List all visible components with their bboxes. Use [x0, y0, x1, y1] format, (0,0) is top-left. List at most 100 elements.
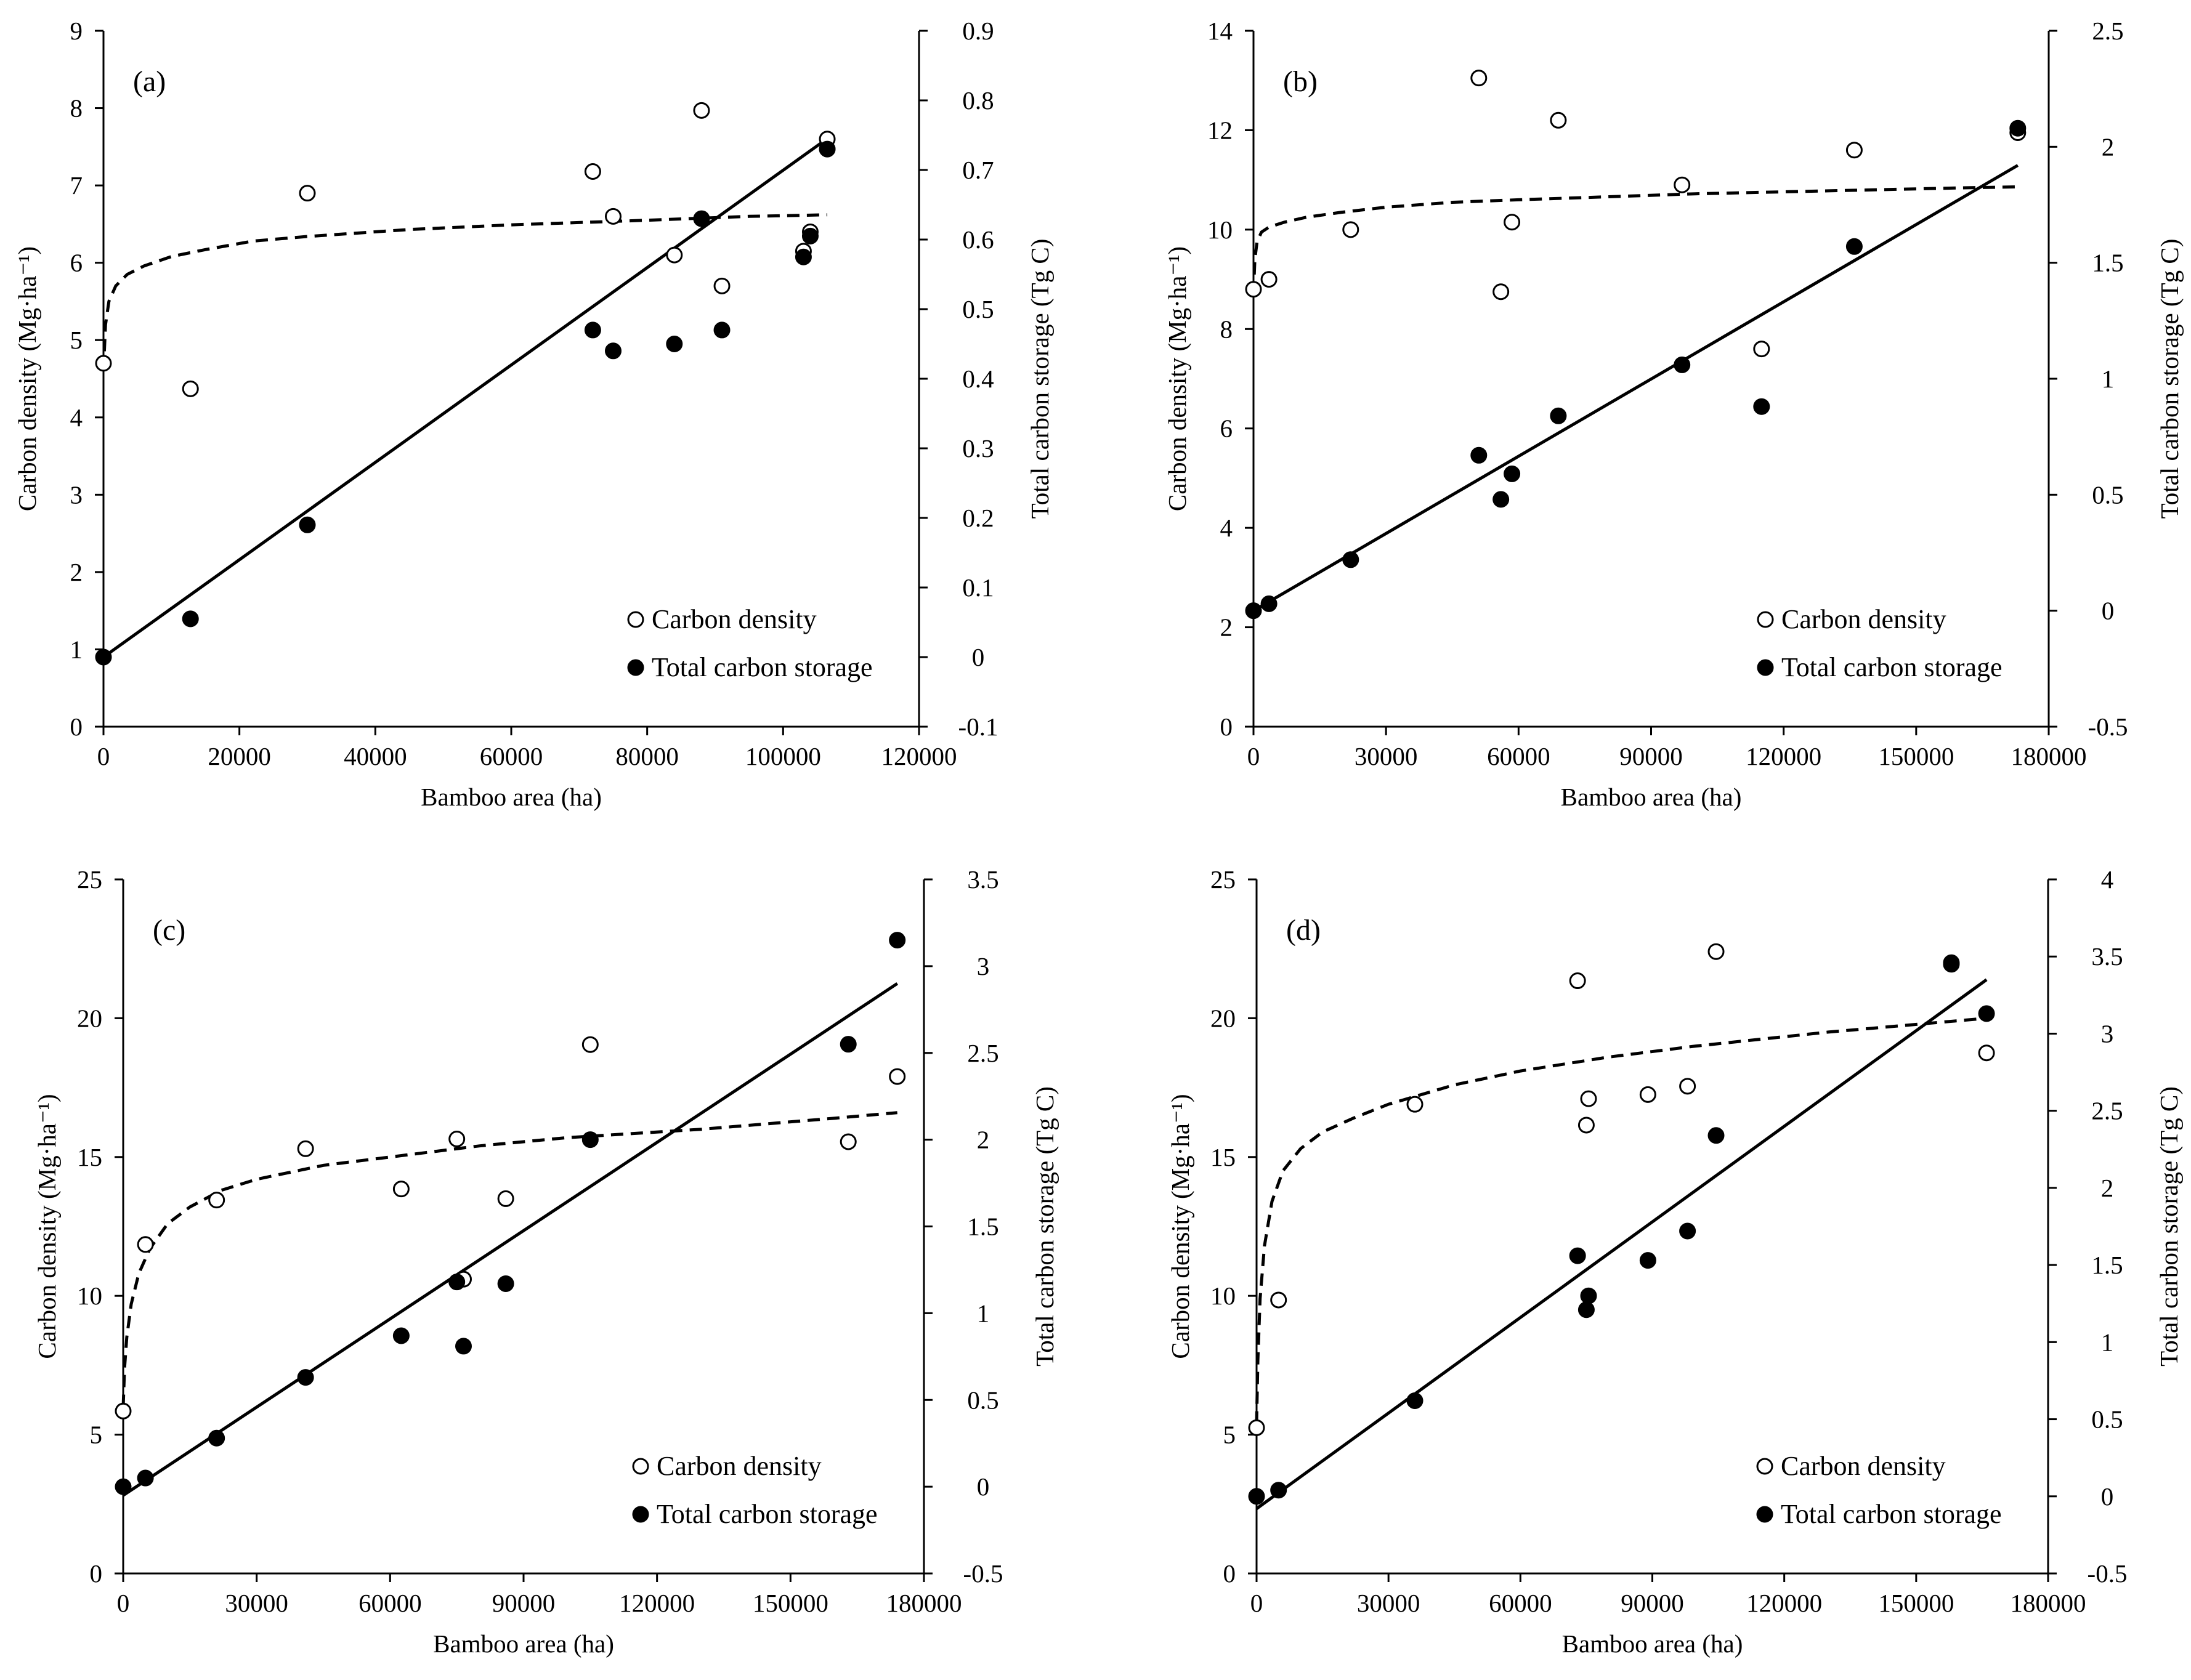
- x-tick-label: 180000: [886, 1589, 962, 1617]
- y2-tick-label: 1.5: [967, 1213, 998, 1241]
- carbon-density-point: [1707, 943, 1725, 960]
- legend-marker-carbon-density: [632, 1458, 649, 1475]
- y-tick-label: 12: [1207, 116, 1233, 144]
- total-storage-point: [1679, 1222, 1696, 1240]
- x-tick-label: 90000: [492, 1589, 556, 1617]
- y2-tick-label: 3.5: [967, 865, 998, 894]
- total-storage-point: [581, 1131, 599, 1149]
- x-tick-label: 100000: [745, 742, 821, 770]
- carbon-density-point: [1845, 142, 1863, 159]
- x-tick-label: 120000: [1746, 1589, 1822, 1617]
- total-storage-point: [1580, 1287, 1597, 1304]
- y2-tick-label: 0.1: [962, 573, 994, 602]
- panel-label: (b): [1283, 65, 1318, 98]
- y2-tick-label: 0.8: [962, 86, 994, 115]
- total-storage-trend-line: [122, 982, 899, 1497]
- x-tick-label: 120000: [881, 742, 957, 770]
- carbon-density-point: [1270, 1291, 1287, 1309]
- y2-tick-label: 3: [2101, 1019, 2114, 1048]
- x-tick-label: 30000: [1355, 742, 1418, 770]
- y2-axis-title: Total carbon storage (Tg C): [1031, 1086, 1059, 1367]
- carbon-density-point: [1492, 283, 1510, 301]
- legend-label-carbon-density: Carbon density: [652, 604, 817, 634]
- x-axis-title: Bamboo area (ha): [1562, 1630, 1743, 1658]
- carbon-density-trend-line: [102, 213, 828, 371]
- total-storage-point: [713, 321, 731, 339]
- legend-marker-total-storage: [632, 1506, 649, 1523]
- legend-marker-total-storage: [627, 659, 644, 676]
- carbon-density-point: [1248, 1419, 1265, 1436]
- total-storage-point: [1406, 1392, 1424, 1410]
- carbon-density-trend-line: [121, 1111, 897, 1407]
- y2-tick-label: 2: [977, 1126, 990, 1154]
- legend-marker-total-storage: [1757, 659, 1774, 676]
- total-storage-point: [1943, 956, 1960, 973]
- y2-tick-label: 2.5: [2091, 1097, 2123, 1125]
- total-storage-point: [1845, 238, 1863, 255]
- y2-tick-label: 2: [2101, 1174, 2114, 1202]
- total-storage-point: [1470, 446, 1488, 464]
- y-axis-title: Carbon density (Mg·ha⁻¹): [1166, 1094, 1194, 1359]
- legend-label-carbon-density: Carbon density: [1781, 1451, 1946, 1481]
- total-storage-point: [497, 1275, 514, 1292]
- y-tick-label: 20: [77, 1004, 102, 1032]
- total-storage-point: [1569, 1247, 1586, 1264]
- y2-tick-label: 0: [2102, 597, 2115, 625]
- y2-tick-label: 0: [972, 643, 985, 671]
- total-storage-point: [693, 210, 710, 227]
- total-storage-point: [819, 140, 836, 158]
- x-tick-label: 60000: [358, 1589, 422, 1617]
- total-storage-point: [1504, 465, 1521, 482]
- carbon-density-point: [581, 1036, 599, 1053]
- y2-tick-label: 0.2: [962, 504, 994, 532]
- carbon-density-point: [448, 1130, 466, 1147]
- y2-tick-label: 1: [2101, 1328, 2114, 1356]
- total-storage-point: [889, 932, 906, 949]
- carbon-density-point: [182, 380, 199, 397]
- y2-tick-label: -0.5: [2088, 1559, 2128, 1588]
- y-axis-title: Carbon density (Mg·ha⁻¹): [13, 246, 41, 511]
- x-tick-label: 150000: [1878, 742, 1954, 770]
- y2-tick-label: 0.9: [962, 17, 994, 45]
- x-tick-label: 0: [117, 1589, 130, 1617]
- total-storage-point: [840, 1036, 857, 1053]
- y2-tick-label: 1.5: [2092, 249, 2123, 277]
- x-axis-title: Bamboo area (ha): [433, 1630, 614, 1658]
- carbon-density-point: [889, 1068, 906, 1085]
- total-storage-point: [801, 227, 819, 244]
- total-storage-point: [795, 248, 812, 265]
- carbon-density-point: [95, 355, 112, 372]
- total-storage-point: [666, 336, 683, 352]
- y2-tick-label: 4: [2101, 865, 2114, 894]
- carbon-density-point: [392, 1181, 410, 1198]
- y-tick-label: 5: [90, 1421, 103, 1449]
- carbon-density-point: [1978, 1044, 1995, 1062]
- y-tick-label: 5: [1223, 1421, 1236, 1449]
- y-tick-label: 4: [70, 403, 83, 432]
- y-tick-label: 3: [70, 480, 83, 509]
- y2-axis-title: Total carbon storage (Tg C): [2155, 1086, 2183, 1367]
- carbon-density-point: [1577, 1117, 1595, 1134]
- carbon-density-point: [1550, 111, 1567, 129]
- y2-tick-label: 0.5: [962, 295, 994, 323]
- legend-marker-carbon-density: [1757, 611, 1774, 628]
- y2-tick-label: -0.5: [2088, 713, 2128, 741]
- x-tick-label: 180000: [2011, 742, 2087, 770]
- y-tick-label: 10: [1207, 216, 1233, 244]
- carbon-density-point: [297, 1140, 314, 1157]
- y2-tick-label: 3.5: [2091, 942, 2123, 971]
- y-tick-label: 15: [77, 1143, 102, 1171]
- x-tick-label: 90000: [1619, 742, 1683, 770]
- carbon-density-trend-line: [1252, 185, 2018, 294]
- x-tick-label: 30000: [1357, 1589, 1420, 1617]
- y-tick-label: 25: [1210, 865, 1236, 894]
- carbon-density-point: [693, 102, 710, 119]
- y-tick-label: 10: [1210, 1282, 1236, 1310]
- legend-label-carbon-density: Carbon density: [657, 1451, 822, 1481]
- legend-label-carbon-density: Carbon density: [1781, 604, 1946, 634]
- y-axis-title: Carbon density (Mg·ha⁻¹): [1163, 246, 1191, 511]
- x-tick-label: 60000: [1487, 742, 1550, 770]
- y-tick-label: 0: [1220, 713, 1233, 741]
- total-storage-point: [584, 321, 601, 339]
- y2-tick-label: 1: [977, 1299, 990, 1327]
